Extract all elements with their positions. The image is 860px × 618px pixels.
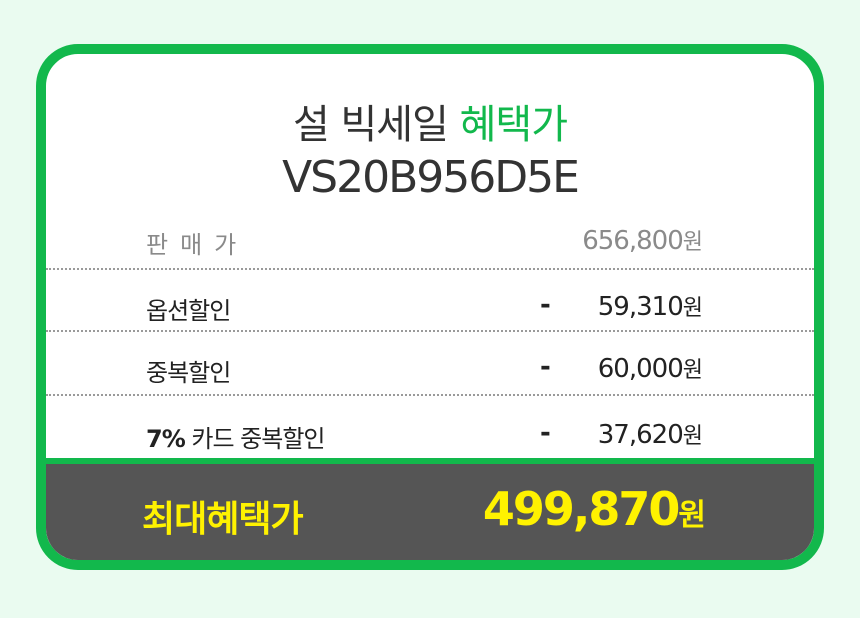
- promo-title: 설 빅세일 혜택가: [46, 92, 814, 150]
- sale-price-label: 판매가: [146, 231, 249, 259]
- max-benefit-label: 최대혜택가: [142, 499, 304, 540]
- row-duplicate-discount: 중복할인 - 60,000원: [46, 338, 814, 398]
- dotted-divider: [46, 330, 814, 332]
- row-sale-price: 판매가 656,800원: [46, 210, 814, 270]
- row-card-discount: 7% 카드 중복할인 - 37,620원: [46, 404, 814, 464]
- dotted-divider: [46, 268, 814, 270]
- option-discount-label: 옵션할인: [146, 297, 231, 325]
- dotted-divider: [46, 394, 814, 396]
- max-benefit-amount: 499,870원: [482, 482, 706, 536]
- price-card: 설 빅세일 혜택가 VS20B956D5E 판매가 656,800원 옵션할인 …: [36, 44, 824, 570]
- model-number: VS20B956D5E: [282, 152, 580, 203]
- minus-sign: -: [540, 352, 551, 382]
- minus-sign: -: [540, 418, 551, 448]
- sale-price-amount: 656,800원: [582, 226, 703, 256]
- row-option-discount: 옵션할인 - 59,310원: [46, 276, 814, 336]
- card-discount-label: 7% 카드 중복할인: [146, 425, 326, 453]
- max-benefit-bar: 최대혜택가 499,870원: [46, 458, 814, 560]
- duplicate-discount-amount: 60,000원: [597, 354, 703, 384]
- promo-title-prefix: 설 빅세일: [292, 102, 449, 148]
- promo-title-accent: 혜택가: [459, 102, 568, 148]
- option-discount-amount: 59,310원: [597, 292, 703, 322]
- duplicate-discount-label: 중복할인: [146, 359, 231, 387]
- minus-sign: -: [540, 290, 551, 320]
- card-discount-amount: 37,620원: [597, 420, 703, 450]
